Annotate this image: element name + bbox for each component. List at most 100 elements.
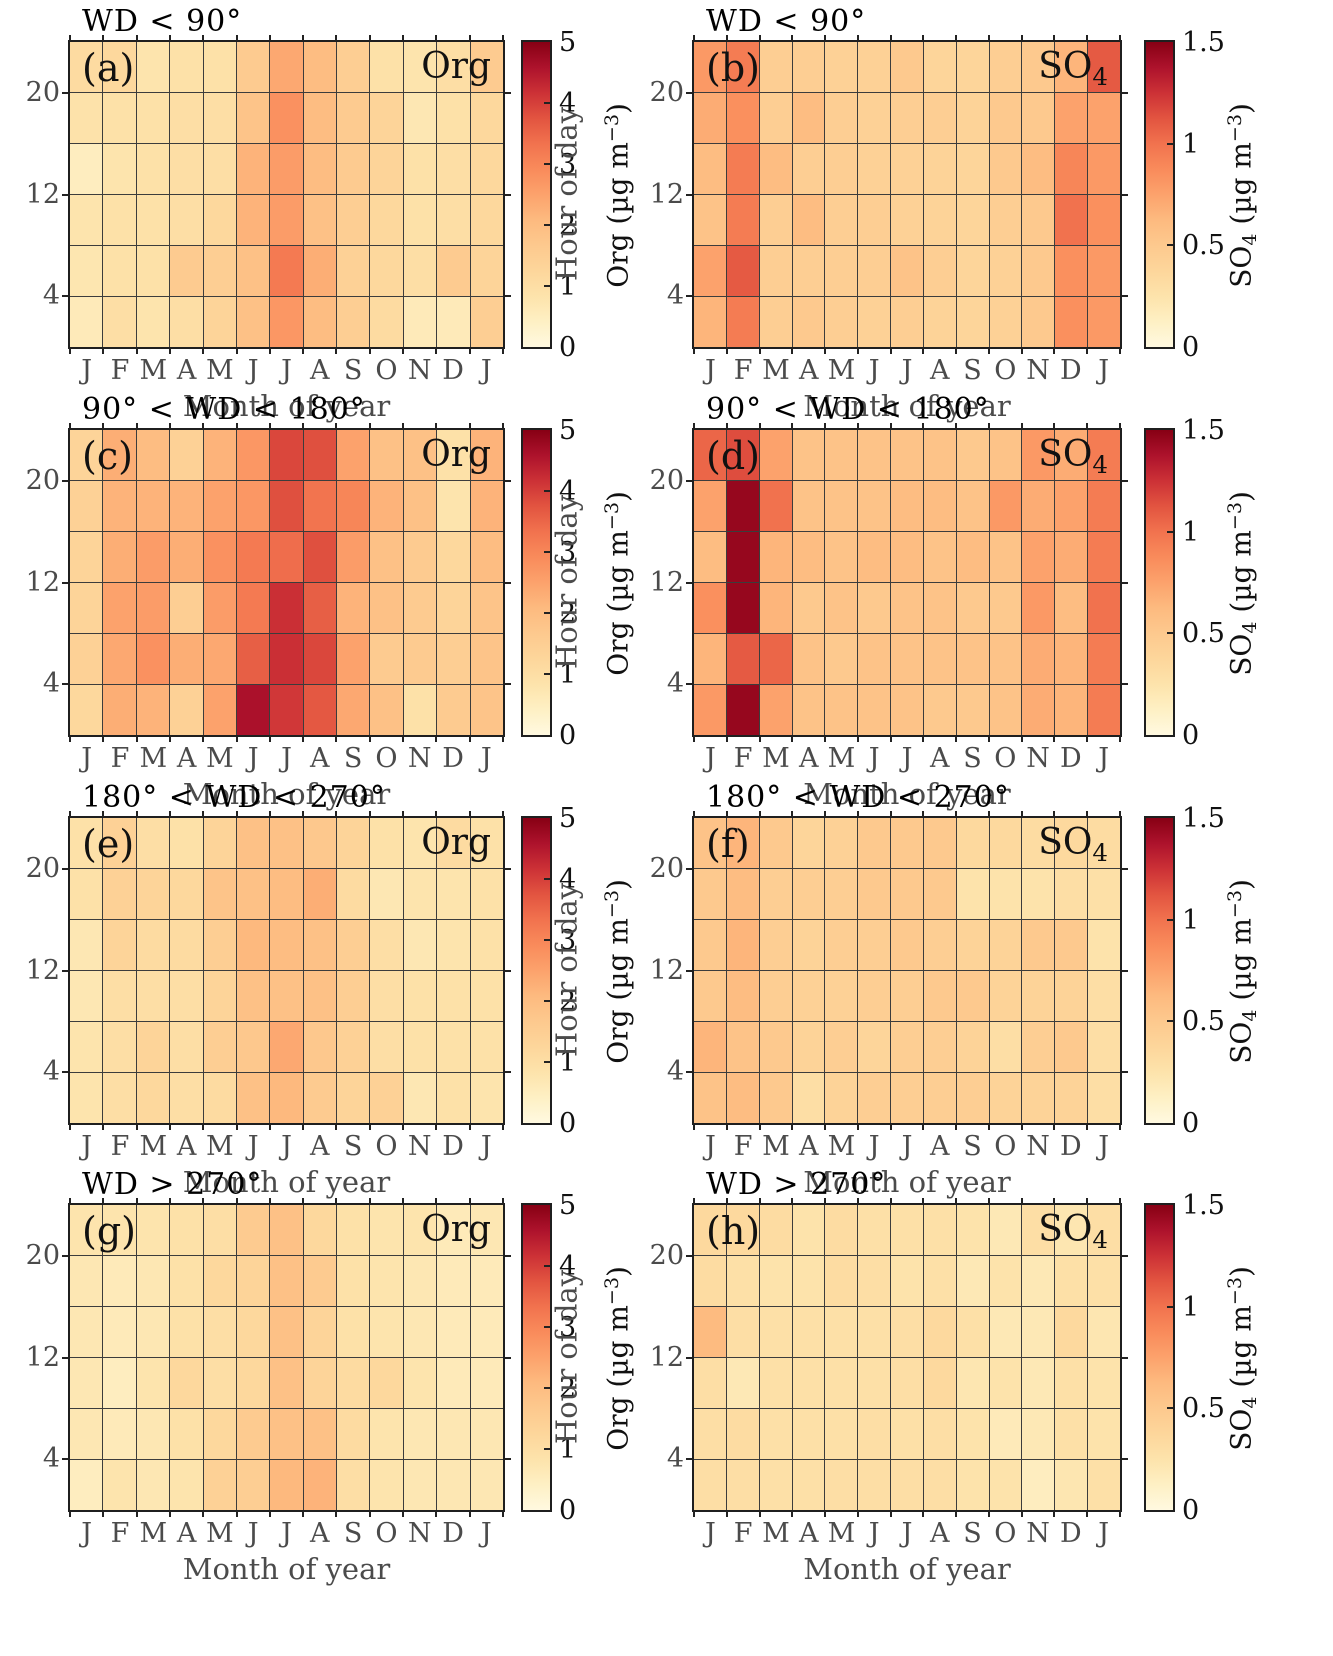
axis-tick <box>402 35 405 41</box>
x-tick-label: M <box>827 355 856 386</box>
x-tick-label: N <box>1026 1131 1050 1162</box>
heatmap-cell <box>236 297 270 347</box>
heatmap-cell <box>1055 1307 1088 1357</box>
heatmap-cell <box>403 430 437 480</box>
heatmap-cell <box>759 1205 792 1255</box>
heatmap-cell <box>1088 685 1120 735</box>
heatmap-cell <box>858 481 891 531</box>
axis-tick <box>544 878 550 880</box>
axis-tick <box>824 35 827 41</box>
heatmap-cell <box>923 1205 956 1255</box>
heatmap-cell <box>858 246 891 296</box>
heatmap-cell <box>236 246 270 296</box>
x-tick-label: A <box>930 743 950 774</box>
axis-tick <box>468 348 471 354</box>
heatmap-cell <box>170 634 203 684</box>
axis-tick <box>686 1458 692 1461</box>
axis-tick <box>505 193 511 196</box>
colorbar-tick-label: 1.5 <box>1182 803 1225 834</box>
heatmap-cell <box>1055 430 1088 480</box>
axis-tick <box>889 35 892 41</box>
heatmap-cell <box>1055 93 1088 143</box>
x-tick-label: N <box>407 1131 432 1162</box>
heatmap-cell <box>236 685 270 735</box>
heatmap-cell <box>825 1073 858 1123</box>
heatmap-cell <box>956 1205 989 1255</box>
heatmap-cell <box>303 144 337 194</box>
axis-tick <box>1053 811 1056 817</box>
heatmap-cell <box>103 144 136 194</box>
heatmap-cell <box>1022 971 1055 1021</box>
axis-tick <box>62 1254 68 1257</box>
y-tick-label: 4 <box>666 1443 684 1475</box>
axis-tick <box>1020 348 1023 354</box>
heatmap-plot <box>68 1203 505 1512</box>
heatmap-cell <box>956 246 989 296</box>
heatmap-cell <box>236 1409 270 1459</box>
heatmap-cell <box>70 1460 103 1510</box>
heatmap-cell <box>956 481 989 531</box>
heatmap-cell <box>858 1358 891 1408</box>
heatmap-cell <box>70 42 103 92</box>
heatmap-cell <box>891 1307 923 1357</box>
axis-tick <box>856 35 859 41</box>
x-tick-label: M <box>206 743 234 774</box>
heatmap-cell <box>203 818 236 868</box>
heatmap-cell <box>170 93 203 143</box>
axis-tick <box>686 969 692 972</box>
axis-tick <box>335 1198 338 1204</box>
heatmap-cell <box>270 1307 303 1357</box>
heatmap-cell <box>858 42 891 92</box>
y-tick-label: 12 <box>649 178 684 210</box>
axis-tick <box>1020 1198 1023 1204</box>
heatmap-cell <box>1022 481 1055 531</box>
axis-tick <box>168 1124 171 1130</box>
heatmap-cell <box>989 685 1022 735</box>
heatmap-cell <box>270 1256 303 1306</box>
colorbar-tick-label: 1 <box>1182 904 1200 936</box>
axis-tick <box>1167 244 1173 247</box>
axis-tick <box>62 581 68 584</box>
heatmap-cell <box>792 583 825 633</box>
heatmap-cell <box>956 971 989 1021</box>
y-tick-label: 4 <box>42 668 60 700</box>
heatmap-cell <box>103 1358 136 1408</box>
heatmap-cell <box>337 1460 370 1510</box>
axis-tick <box>435 348 438 354</box>
heatmap-cell <box>303 971 337 1021</box>
colorbar <box>1144 1203 1175 1512</box>
heatmap-cell <box>370 532 403 582</box>
x-tick-label: M <box>206 1518 234 1549</box>
heatmap-cell <box>891 869 923 919</box>
x-axis-label: Month of year <box>182 777 391 811</box>
axis-tick <box>922 35 925 41</box>
axis-tick <box>302 811 305 817</box>
heatmap-cell <box>989 1358 1022 1408</box>
heatmap-cell <box>1088 1073 1120 1123</box>
heatmap-cell <box>825 1022 858 1072</box>
x-tick-label: F <box>110 1518 130 1549</box>
panel-letter-label: (e) <box>82 822 135 866</box>
heatmap-cell <box>170 1205 203 1255</box>
x-tick-label: J <box>868 1518 880 1549</box>
heatmap-cell <box>1022 1022 1055 1072</box>
axis-tick <box>889 348 892 354</box>
heatmap-cell <box>337 869 370 919</box>
axis-tick <box>856 348 859 354</box>
axis-tick <box>502 1198 504 1204</box>
heatmap-cell <box>370 481 403 531</box>
axis-tick <box>168 736 171 742</box>
axis-tick <box>544 939 550 941</box>
heatmap-cell <box>70 1409 103 1459</box>
axis-tick <box>402 1511 405 1517</box>
heatmap-cell <box>403 1256 437 1306</box>
panel-letter-label: (g) <box>82 1209 136 1253</box>
heatmap-cell <box>136 1409 170 1459</box>
heatmap-cell <box>337 1205 370 1255</box>
heatmap-cell <box>694 246 726 296</box>
heatmap-cell <box>759 869 792 919</box>
heatmap-cell <box>1055 195 1088 245</box>
x-tick-label: F <box>733 1518 753 1549</box>
axis-tick <box>544 224 550 226</box>
heatmap-cell <box>694 685 726 735</box>
